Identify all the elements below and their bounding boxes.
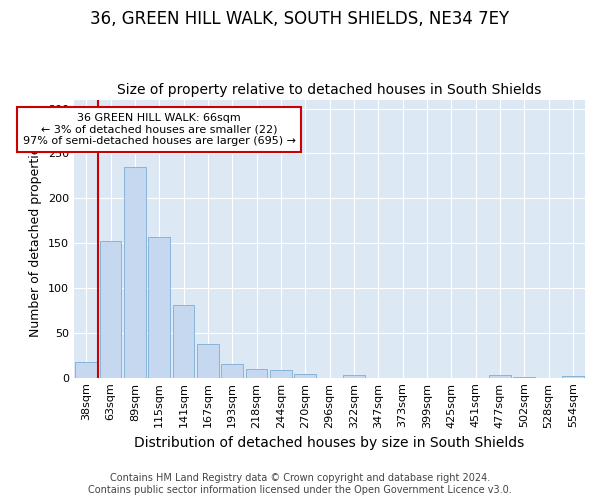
Bar <box>148 237 170 378</box>
Bar <box>489 375 511 378</box>
Bar <box>75 362 97 378</box>
Bar <box>294 374 316 378</box>
X-axis label: Distribution of detached houses by size in South Shields: Distribution of detached houses by size … <box>134 436 524 450</box>
Bar <box>270 370 292 378</box>
Bar <box>343 375 365 378</box>
Bar <box>100 242 121 378</box>
Bar <box>124 167 146 378</box>
Text: 36 GREEN HILL WALK: 66sqm
← 3% of detached houses are smaller (22)
97% of semi-d: 36 GREEN HILL WALK: 66sqm ← 3% of detach… <box>23 113 296 146</box>
Text: Contains HM Land Registry data © Crown copyright and database right 2024.
Contai: Contains HM Land Registry data © Crown c… <box>88 474 512 495</box>
Bar <box>513 377 535 378</box>
Bar <box>562 376 584 378</box>
Bar <box>173 305 194 378</box>
Y-axis label: Number of detached properties: Number of detached properties <box>29 140 43 337</box>
Bar <box>245 368 268 378</box>
Bar <box>221 364 243 378</box>
Bar <box>197 344 219 378</box>
Title: Size of property relative to detached houses in South Shields: Size of property relative to detached ho… <box>118 83 542 97</box>
Text: 36, GREEN HILL WALK, SOUTH SHIELDS, NE34 7EY: 36, GREEN HILL WALK, SOUTH SHIELDS, NE34… <box>91 10 509 28</box>
